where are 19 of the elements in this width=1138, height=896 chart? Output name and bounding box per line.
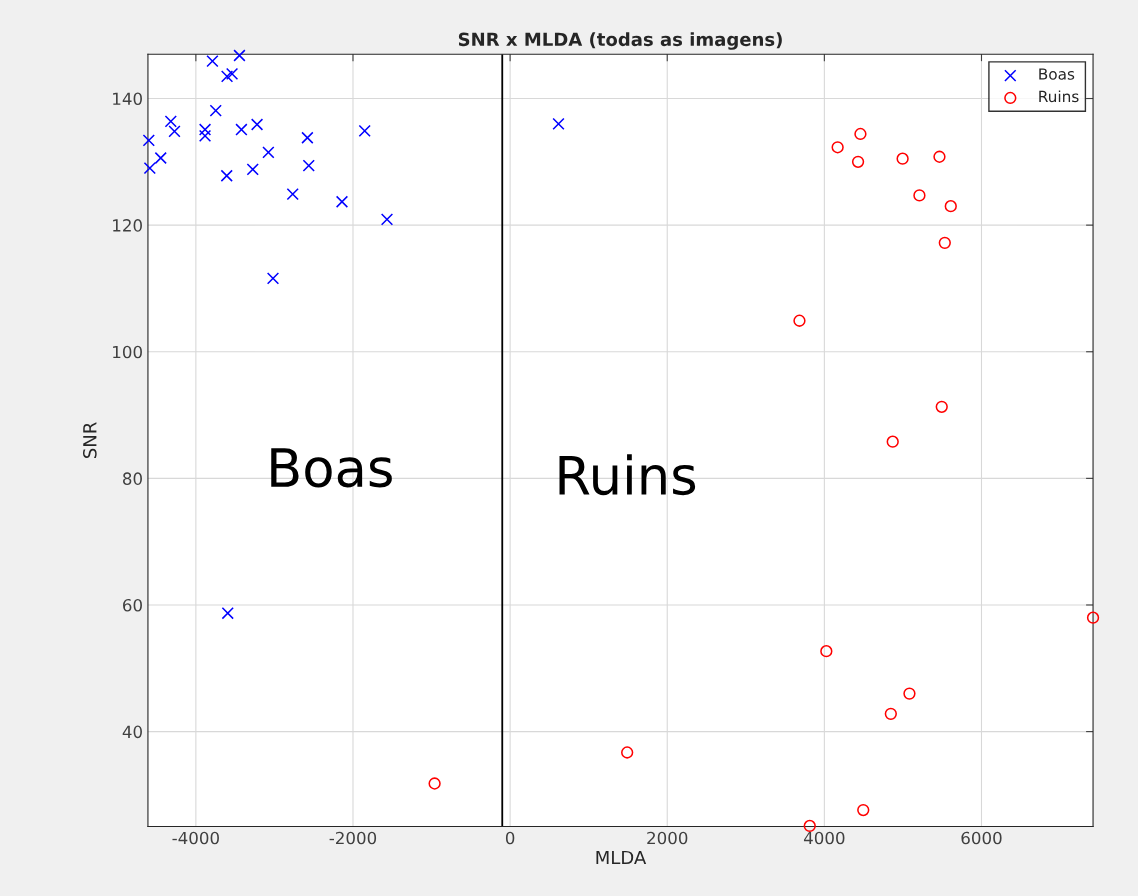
y-tick-label: 60: [123, 598, 142, 612]
x-tick-label: -2000: [329, 831, 377, 845]
y-tick-label: 100: [113, 345, 142, 359]
x-tick-label: 4000: [803, 831, 845, 845]
chart-title: SNR x MLDA (todas as imagens): [458, 32, 782, 50]
x-tick-label: 0: [505, 831, 515, 845]
x-tick-label: 6000: [961, 831, 1002, 845]
x-axis-title: MLDA: [596, 850, 647, 865]
legend-label: Boas: [1039, 68, 1075, 80]
annotation: Ruins: [559, 454, 696, 496]
x-tick-label: 2000: [647, 831, 688, 845]
legend-label: Ruins: [1039, 90, 1079, 103]
y-axis-title: SNR: [83, 422, 97, 458]
x-tick-label: -4000: [172, 831, 219, 845]
y-tick-label: 40: [122, 725, 142, 739]
y-tick-label: 120: [113, 219, 142, 232]
y-tick-label: 140: [113, 92, 142, 106]
y-tick-label: 80: [123, 472, 142, 485]
annotation: Boas: [271, 448, 392, 488]
